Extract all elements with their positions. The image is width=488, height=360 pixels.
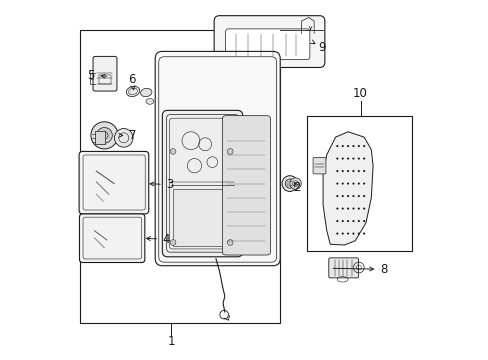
Circle shape: [352, 220, 354, 222]
Ellipse shape: [126, 86, 140, 96]
Circle shape: [170, 149, 176, 154]
Circle shape: [363, 207, 365, 210]
Ellipse shape: [145, 99, 153, 104]
Circle shape: [357, 220, 359, 222]
Circle shape: [341, 157, 343, 159]
Circle shape: [357, 233, 359, 235]
Circle shape: [363, 145, 365, 147]
Circle shape: [352, 145, 354, 147]
Circle shape: [363, 157, 365, 159]
Circle shape: [170, 240, 176, 246]
Circle shape: [363, 183, 365, 185]
Circle shape: [341, 207, 343, 210]
Circle shape: [363, 233, 365, 235]
Circle shape: [352, 233, 354, 235]
Circle shape: [227, 240, 233, 246]
Circle shape: [336, 183, 338, 185]
Circle shape: [352, 157, 354, 159]
Circle shape: [336, 220, 338, 222]
Circle shape: [346, 195, 348, 197]
FancyBboxPatch shape: [162, 111, 242, 257]
Circle shape: [357, 170, 359, 172]
Circle shape: [346, 233, 348, 235]
Circle shape: [363, 170, 365, 172]
Circle shape: [341, 233, 343, 235]
Circle shape: [97, 127, 112, 143]
Circle shape: [357, 157, 359, 159]
Circle shape: [341, 170, 343, 172]
FancyBboxPatch shape: [79, 152, 148, 214]
Circle shape: [352, 195, 354, 197]
Text: 6: 6: [128, 73, 136, 90]
Circle shape: [346, 170, 348, 172]
FancyBboxPatch shape: [225, 29, 309, 60]
FancyBboxPatch shape: [222, 116, 270, 255]
Bar: [173, 189, 231, 246]
Circle shape: [336, 145, 338, 147]
Circle shape: [341, 183, 343, 185]
Circle shape: [357, 183, 359, 185]
Circle shape: [336, 195, 338, 197]
FancyBboxPatch shape: [214, 16, 324, 67]
Circle shape: [352, 183, 354, 185]
Circle shape: [341, 145, 343, 147]
Text: 10: 10: [352, 87, 367, 100]
Bar: [99, 75, 111, 84]
Circle shape: [341, 195, 343, 197]
Circle shape: [352, 207, 354, 210]
Circle shape: [227, 149, 233, 154]
Circle shape: [336, 207, 338, 210]
FancyBboxPatch shape: [328, 258, 358, 278]
Polygon shape: [323, 132, 372, 245]
Ellipse shape: [141, 88, 152, 96]
Text: 8: 8: [332, 263, 386, 276]
Text: 3: 3: [150, 178, 173, 191]
Circle shape: [289, 178, 301, 189]
Circle shape: [285, 179, 294, 188]
FancyBboxPatch shape: [155, 51, 280, 266]
FancyBboxPatch shape: [93, 57, 117, 91]
Circle shape: [346, 220, 348, 222]
Circle shape: [114, 129, 133, 147]
Circle shape: [341, 220, 343, 222]
Bar: [95, 131, 105, 144]
Circle shape: [336, 233, 338, 235]
Bar: [80, 30, 280, 323]
Circle shape: [357, 207, 359, 210]
Circle shape: [346, 183, 348, 185]
Text: 4: 4: [146, 233, 169, 246]
Circle shape: [91, 122, 118, 149]
Circle shape: [282, 176, 297, 192]
Circle shape: [336, 170, 338, 172]
Circle shape: [357, 145, 359, 147]
Text: 5: 5: [87, 69, 106, 82]
Circle shape: [363, 220, 365, 222]
Bar: [306, 116, 411, 251]
Circle shape: [346, 207, 348, 210]
Circle shape: [346, 157, 348, 159]
Circle shape: [363, 195, 365, 197]
Circle shape: [346, 145, 348, 147]
FancyBboxPatch shape: [80, 214, 144, 262]
Circle shape: [352, 170, 354, 172]
Circle shape: [336, 157, 338, 159]
Text: 2: 2: [293, 181, 301, 194]
Circle shape: [357, 195, 359, 197]
Text: 9: 9: [310, 40, 325, 54]
Text: 1: 1: [167, 335, 175, 348]
FancyBboxPatch shape: [312, 157, 325, 174]
Text: 7: 7: [119, 129, 137, 142]
